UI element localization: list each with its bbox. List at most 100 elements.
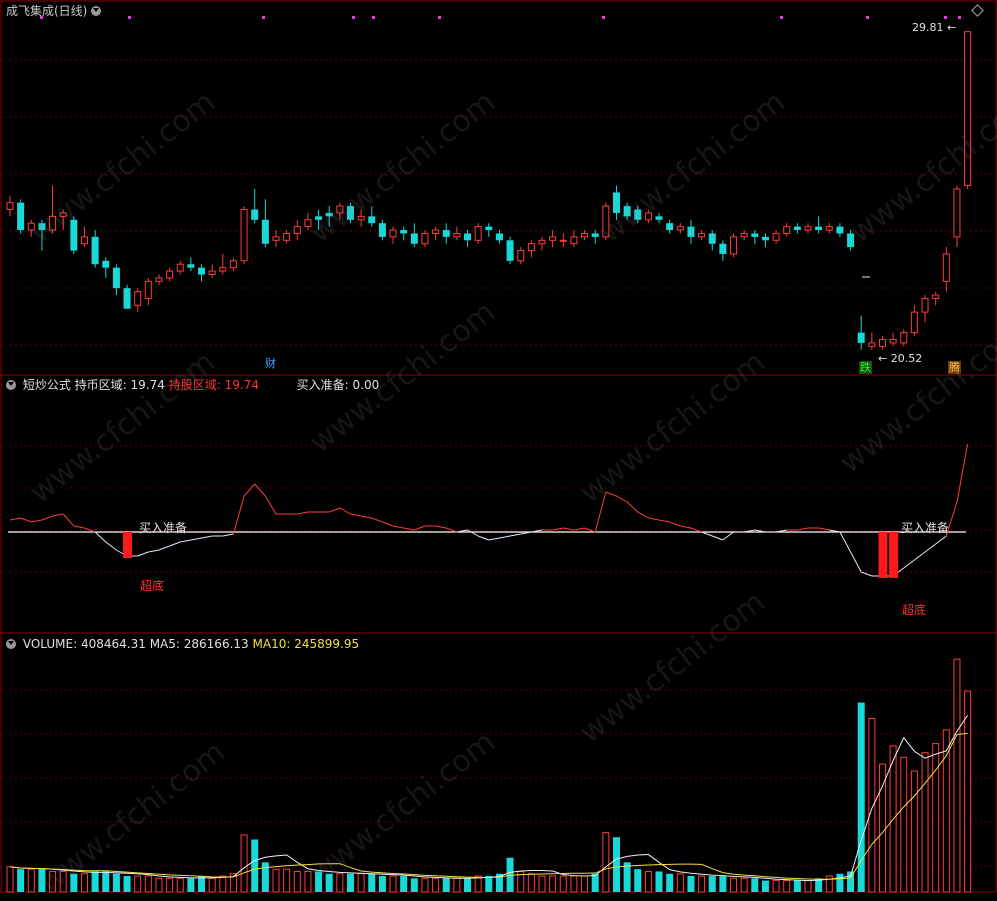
candle-body: [836, 226, 844, 234]
volume-bar: [804, 880, 812, 893]
volume-bar: [921, 752, 929, 893]
indicator-line-segment: [41, 515, 53, 521]
indicator-line-segment: [297, 511, 309, 515]
indicator-line-segment: [9, 517, 21, 521]
signal-dot: [262, 16, 265, 19]
indicator-line-segment: [31, 519, 43, 523]
dropdown-circle-icon[interactable]: [91, 6, 102, 16]
candle-body: [666, 223, 674, 231]
signal-buy-ready-2: 买入准备: [901, 521, 950, 535]
stock-title: 成飞集成(日线): [6, 4, 88, 18]
candle-body: [506, 240, 514, 261]
volume-bar: [474, 875, 482, 893]
candle-body: [793, 226, 801, 231]
volume-bar: [176, 877, 184, 893]
volume-bar: [389, 875, 397, 893]
candle-body: [283, 232, 291, 241]
signal-bottom-2: 超底: [902, 603, 927, 617]
indicator-line-segment: [361, 515, 372, 519]
volume-bar: [783, 880, 791, 893]
volume-bar: [740, 877, 748, 893]
volume-bar: [644, 870, 652, 893]
indicator-line-segment: [605, 491, 617, 497]
candle-body: [378, 223, 386, 237]
candle-body: [389, 229, 397, 238]
candle-body: [623, 206, 631, 217]
marker-teng[interactable]: 腾: [948, 361, 961, 374]
volume-bar: [751, 878, 759, 892]
candle-body: [410, 233, 418, 244]
candle-body: [293, 226, 301, 234]
volume-bar: [283, 868, 291, 893]
candle-body: [6, 202, 14, 211]
candle-body: [581, 232, 589, 238]
candle-body: [155, 277, 163, 282]
volume-bar: [421, 877, 429, 893]
volume-bar: [464, 878, 472, 892]
candle-body: [272, 236, 280, 241]
candle-body: [815, 226, 823, 231]
volume-bar: [495, 873, 503, 892]
indicator-value2: 19.74: [224, 378, 259, 392]
indicator-line-segment: [626, 501, 639, 513]
bottom-signal-bar: [123, 532, 133, 558]
marker-cai[interactable]: 财: [265, 357, 276, 370]
indicator-line-segment: [744, 529, 755, 533]
candle-body: [38, 223, 46, 231]
volume-bar: [634, 869, 642, 892]
volume-bar: [442, 878, 450, 892]
indicator-dropdown-icon[interactable]: [6, 380, 16, 390]
volume-bar: [772, 880, 780, 893]
volume-bar: [825, 875, 833, 893]
candle-body: [634, 209, 642, 220]
volume-bar: [549, 875, 557, 893]
indicator-line-segment: [509, 533, 521, 537]
indicator-line-segment: [94, 531, 107, 543]
volume-bar: [730, 877, 738, 893]
candle-body: [751, 233, 759, 237]
indicator-line-segment: [499, 535, 511, 539]
volume-bar: [134, 875, 142, 893]
indicator-line-segment: [329, 507, 341, 513]
candle-body: [357, 215, 365, 221]
candle-body: [730, 236, 738, 255]
candle-body: [91, 236, 99, 265]
signal-dot: [438, 16, 441, 19]
volume-value: 408464.31: [80, 637, 146, 651]
volume-bar: [400, 876, 408, 892]
indicator-line-segment: [818, 527, 830, 531]
indicator-line-segment: [180, 539, 191, 543]
candle-body: [368, 216, 376, 224]
indicator-line-segment: [137, 551, 149, 557]
candle-body: [325, 212, 333, 217]
indicator-line-segment: [190, 537, 202, 541]
signal-buy-ready-1: 买入准备: [139, 521, 188, 535]
candle-body: [187, 264, 195, 268]
volume-dropdown-icon[interactable]: [6, 639, 16, 649]
marker-die[interactable]: 跌: [859, 361, 872, 374]
candle-body: [198, 267, 206, 275]
volume-bar: [836, 873, 844, 892]
candle-body: [698, 232, 706, 238]
indicator-name: 短炒公式: [22, 378, 71, 392]
volume-bar: [336, 873, 344, 893]
volume-bar: [155, 877, 163, 893]
price-panel-header: 成飞集成(日线): [6, 4, 104, 18]
candle-body: [740, 232, 748, 238]
indicator-line-segment: [616, 495, 628, 503]
ma5-label: MA5:: [149, 637, 180, 651]
volume-bar: [325, 873, 333, 892]
bottom-signal-bar: [889, 532, 899, 578]
volume-bar: [900, 756, 908, 893]
indicator-line-segment: [105, 541, 117, 551]
indicator-line-segment: [382, 521, 394, 527]
signal-dot: [128, 16, 131, 19]
indicator-line-segment: [435, 525, 447, 529]
candle-body: [900, 332, 908, 344]
indicator-line-segment: [712, 535, 724, 541]
volume-bar: [17, 869, 25, 892]
candle-body: [27, 222, 35, 231]
indicator-line-segment: [232, 495, 245, 535]
indicator-line-segment: [552, 527, 564, 531]
